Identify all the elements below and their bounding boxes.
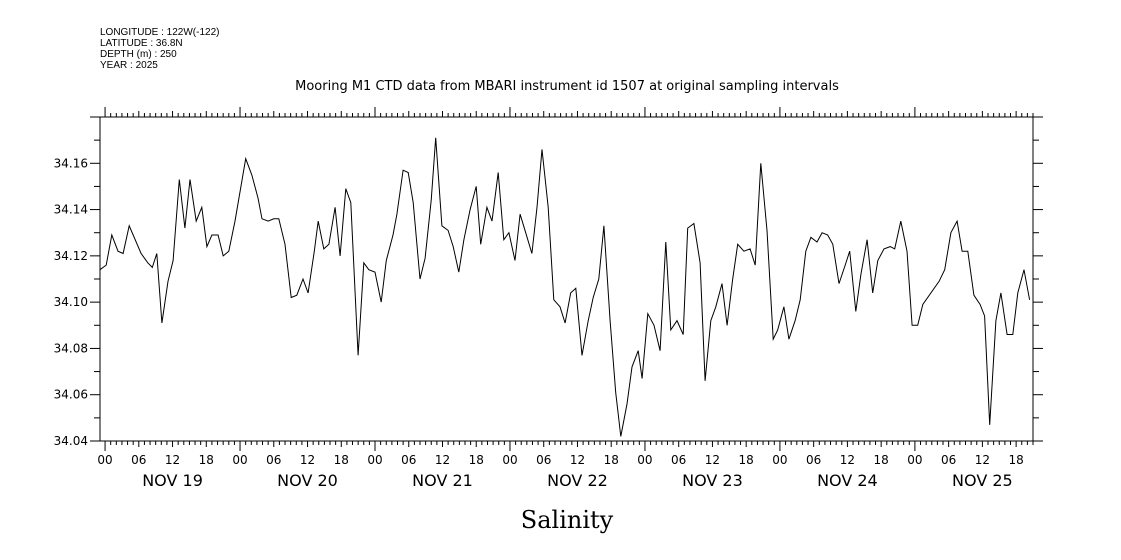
x-hour-tick-label: 00	[97, 453, 112, 467]
x-hour-tick-label: 18	[1008, 453, 1023, 467]
y-tick-label: 34.10	[54, 295, 88, 309]
salinity-series-line	[99, 137, 1031, 437]
x-day-label: NOV 25	[952, 471, 1013, 490]
x-day-label: NOV 20	[277, 471, 338, 490]
x-hour-tick-label: 18	[334, 453, 349, 467]
metadata-header: LONGITUDE : 122W(-122) LATITUDE : 36.8N …	[100, 27, 219, 71]
axis-ticks	[90, 107, 1043, 451]
x-hour-tick-label: 00	[232, 453, 247, 467]
depth-label: DEPTH (m) : 250	[100, 49, 177, 60]
x-hour-tick-label: 00	[502, 453, 517, 467]
x-hour-tick-label: 18	[604, 453, 619, 467]
x-hour-tick-label: 12	[975, 453, 990, 467]
x-hour-tick-label: 12	[300, 453, 315, 467]
x-hour-tick-label: 18	[874, 453, 889, 467]
x-day-label: NOV 21	[412, 471, 473, 490]
x-hour-tick-label: 06	[671, 453, 686, 467]
data-points	[100, 138, 1030, 437]
y-tick-label: 34.12	[54, 249, 88, 263]
x-hour-tick-label: 12	[435, 453, 450, 467]
x-hour-tick-label: 12	[165, 453, 180, 467]
y-tick-label: 34.04	[54, 434, 88, 448]
x-hour-tick-label: 06	[131, 453, 146, 467]
longitude-label: LONGITUDE : 122W(-122)	[100, 27, 219, 38]
year-label: YEAR : 2025	[100, 60, 158, 71]
x-hour-tick-label: 06	[806, 453, 821, 467]
y-axis-label: Salinity	[521, 506, 614, 534]
x-hour-tick-label: 12	[570, 453, 585, 467]
x-hour-tick-label: 18	[469, 453, 484, 467]
x-hour-tick-label: 06	[266, 453, 281, 467]
plot-frame	[99, 116, 1034, 442]
x-hour-tick-label: 06	[536, 453, 551, 467]
chart-title: Mooring M1 CTD data from MBARI instrumen…	[295, 79, 839, 94]
x-hour-tick-label: 18	[199, 453, 214, 467]
y-tick-label: 34.08	[54, 341, 88, 355]
x-hour-tick-label: 12	[840, 453, 855, 467]
x-day-label: NOV 19	[142, 471, 203, 490]
axis-labels: 00 06 12 18 00 06 12 18 00 06 12 18 00 06 12 18 00 06 12 18…	[54, 156, 1024, 490]
x-hour-tick-label: 12	[705, 453, 720, 467]
x-hour-tick-label: 00	[637, 453, 652, 467]
x-day-label: NOV 22	[547, 471, 608, 490]
x-day-label: NOV 23	[682, 471, 743, 490]
y-tick-label: 34.06	[54, 388, 88, 402]
x-hour-tick-label: 00	[907, 453, 922, 467]
x-hour-tick-label: 06	[941, 453, 956, 467]
x-hour-tick-label: 00	[772, 453, 787, 467]
x-hour-tick-label: 06	[401, 453, 416, 467]
y-tick-label: 34.14	[54, 203, 88, 217]
y-tick-label: 34.16	[54, 156, 88, 170]
x-day-label: NOV 24	[817, 471, 878, 490]
x-hour-tick-label: 00	[367, 453, 382, 467]
latitude-label: LATITUDE : 36.8N	[100, 38, 183, 49]
x-hour-tick-label: 18	[739, 453, 754, 467]
